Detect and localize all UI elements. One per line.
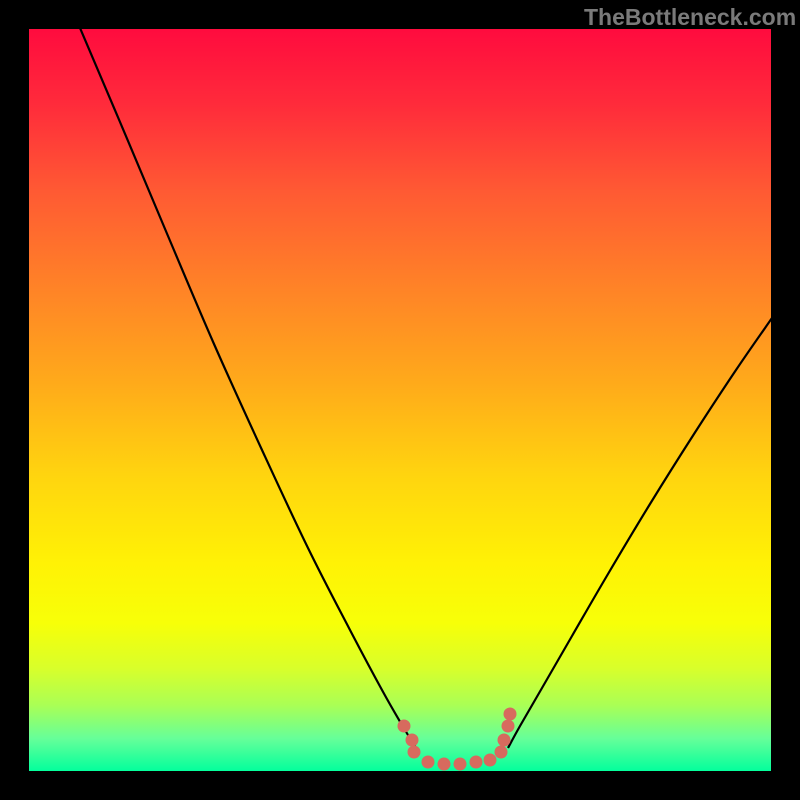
bottleneck-marker — [454, 758, 467, 771]
bottleneck-marker — [408, 746, 421, 759]
bottleneck-marker — [495, 746, 508, 759]
watermark-text: TheBottleneck.com — [584, 4, 796, 31]
bottleneck-marker — [422, 756, 435, 769]
bottleneck-marker — [498, 734, 511, 747]
bottleneck-marker — [484, 754, 497, 767]
bottleneck-marker — [502, 720, 515, 733]
bottleneck-curve-chart — [0, 0, 800, 800]
bottleneck-marker — [438, 758, 451, 771]
bottleneck-marker — [504, 708, 517, 721]
bottleneck-marker — [398, 720, 411, 733]
bottleneck-marker — [406, 734, 419, 747]
plot-gradient-background — [28, 28, 772, 772]
bottleneck-marker — [470, 756, 483, 769]
